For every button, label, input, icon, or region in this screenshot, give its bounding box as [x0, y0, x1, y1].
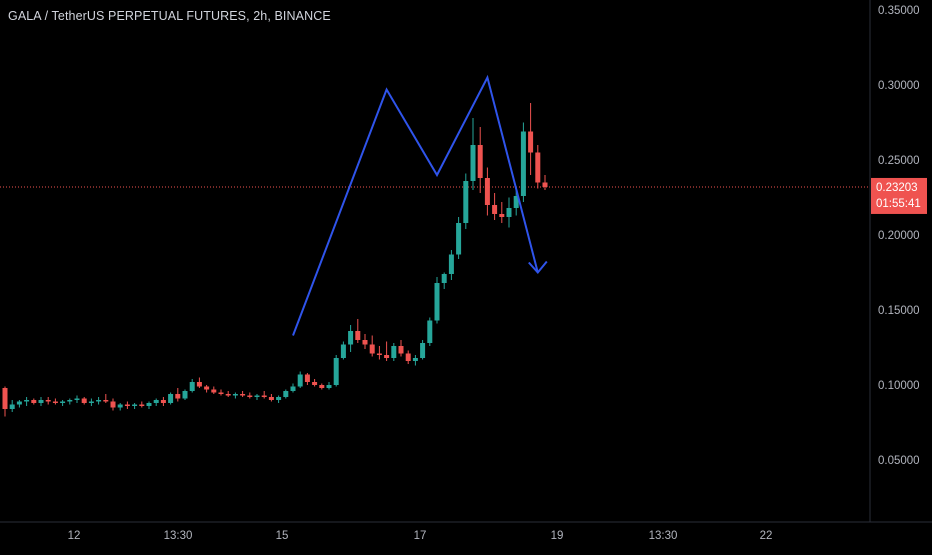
candle-down: [124, 404, 130, 406]
candle-up: [9, 404, 15, 409]
candle-down: [398, 346, 404, 354]
candle-up: [189, 382, 195, 391]
candle-up: [412, 358, 418, 361]
candle-up: [88, 401, 94, 403]
candle-down: [528, 131, 534, 153]
candle-down: [196, 382, 202, 387]
candle-down: [81, 398, 87, 403]
candle-down: [103, 400, 109, 402]
last-price-tag: [871, 177, 927, 214]
price-tick-label: 0.05000: [878, 455, 920, 467]
time-tick-label: 13:30: [649, 530, 678, 542]
price-tick-label: 0.10000: [878, 380, 920, 392]
candle-down: [45, 400, 51, 402]
candle-down: [492, 205, 498, 214]
candle-up: [333, 358, 339, 385]
candle-down: [376, 353, 382, 355]
time-tick-label: 13:30: [164, 530, 193, 542]
price-tick-label: 0.25000: [878, 155, 920, 167]
candle-up: [67, 400, 73, 402]
price-tick-label: 0.35000: [878, 5, 920, 17]
candle-down: [110, 401, 116, 408]
candle-up: [153, 400, 159, 403]
candle-down: [2, 388, 8, 409]
symbol-title[interactable]: GALA / TetherUS PERPETUAL FUTURES, 2h, B…: [8, 9, 331, 23]
candle-up: [132, 404, 138, 406]
candle-up: [506, 208, 512, 217]
candle-down: [312, 382, 318, 385]
candle-down: [211, 389, 217, 393]
time-tick-label: 15: [276, 530, 289, 542]
candle-up: [146, 403, 152, 406]
candle-down: [477, 145, 483, 178]
candle-down: [304, 374, 310, 382]
price-tick-label: 0.30000: [878, 80, 920, 92]
last-price-value: 0.23203: [876, 182, 918, 194]
time-tick-label: 22: [760, 530, 773, 542]
candle-up: [276, 397, 282, 400]
bar-countdown: 01:55:41: [876, 198, 921, 210]
candle-up: [254, 395, 260, 397]
candle-up: [470, 145, 476, 181]
candle-up: [60, 401, 66, 403]
candle-up: [463, 181, 469, 223]
arrow-head: [528, 260, 548, 275]
candle-up: [117, 404, 123, 408]
candle-up: [456, 223, 462, 255]
price-tick-label: 0.20000: [878, 230, 920, 242]
time-tick-label: 17: [414, 530, 427, 542]
double-top-pattern-line: [292, 74, 539, 336]
price-tick-label: 0.15000: [878, 305, 920, 317]
time-tick-label: 19: [551, 530, 564, 542]
candle-up: [391, 346, 397, 358]
candle-down: [139, 404, 145, 406]
candle-down: [52, 401, 58, 403]
candle-down: [362, 340, 368, 345]
candle-down: [384, 355, 390, 358]
candle-up: [74, 398, 80, 400]
candle-up: [326, 385, 332, 388]
candle-up: [232, 394, 238, 396]
candle-up: [520, 131, 526, 196]
candle-up: [297, 374, 303, 387]
candle-up: [420, 343, 426, 358]
candle-down: [405, 353, 411, 361]
candle-up: [283, 391, 289, 397]
candle-down: [175, 394, 181, 399]
candle-down: [268, 397, 274, 400]
candle-down: [535, 152, 541, 183]
candle-up: [168, 394, 174, 403]
candle-up: [182, 391, 188, 399]
candle-up: [348, 331, 354, 345]
candle-up: [290, 386, 296, 391]
candle-down: [247, 395, 253, 397]
candle-up: [427, 320, 433, 343]
candle-up: [38, 400, 44, 403]
candle-down: [160, 400, 166, 403]
candle-down: [499, 214, 505, 217]
candle-up: [434, 283, 440, 321]
candle-up: [24, 400, 30, 402]
candle-up: [16, 401, 22, 405]
candle-down: [355, 331, 361, 340]
candle-down: [369, 344, 375, 354]
candle-up: [513, 196, 519, 208]
candle-down: [261, 395, 267, 397]
candle-down: [319, 385, 325, 388]
candle-up: [448, 254, 454, 274]
candle-down: [31, 400, 37, 403]
candle-down: [542, 182, 548, 187]
candle-down: [225, 394, 231, 396]
candle-down: [204, 386, 210, 390]
candle-down: [218, 392, 224, 394]
candle-up: [441, 274, 447, 283]
candle-down: [484, 178, 490, 205]
candle-up: [96, 400, 102, 402]
candle-down: [240, 394, 246, 396]
time-tick-label: 12: [68, 530, 81, 542]
candle-up: [340, 344, 346, 358]
